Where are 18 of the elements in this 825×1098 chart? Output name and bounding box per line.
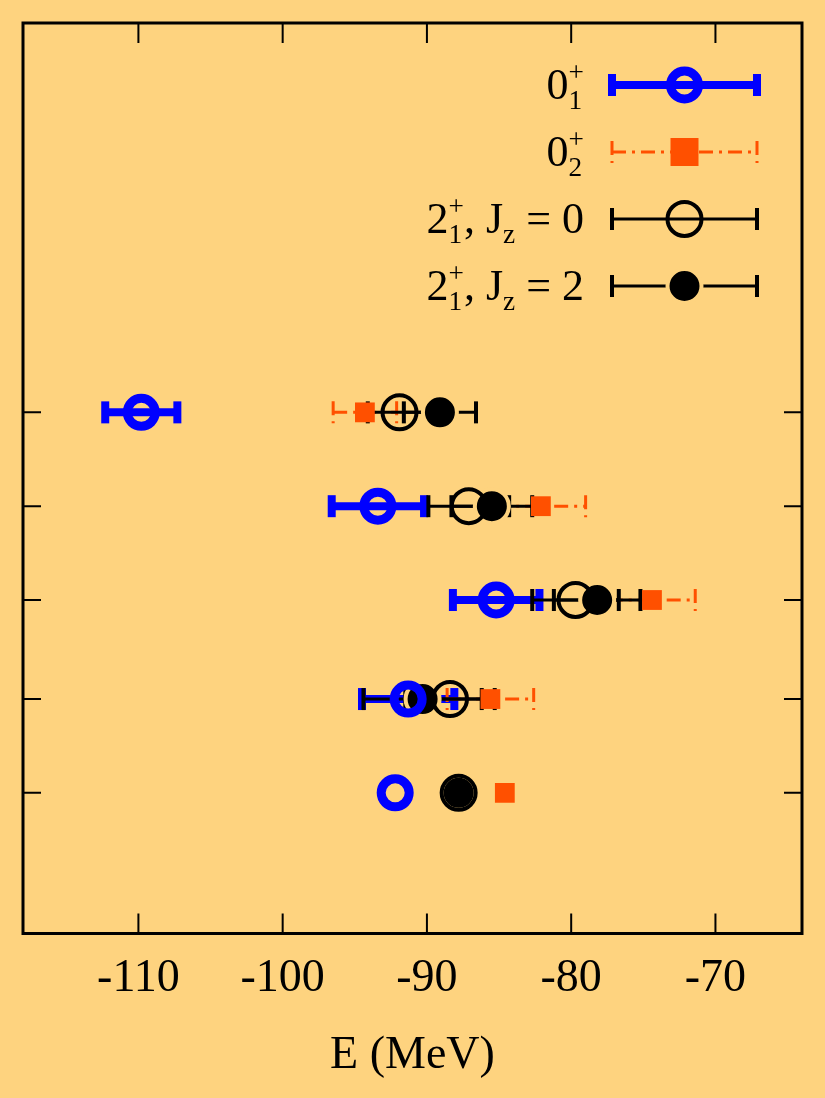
x-axis-title: E (MeV) [330,1027,495,1079]
point [477,581,515,619]
x-tick-label: -70 [684,950,747,1002]
x-tick-label: -100 [240,950,325,1002]
point [530,496,551,517]
point [431,680,470,719]
point [389,680,427,718]
x-tick-label: -90 [396,950,458,1002]
point [359,487,397,525]
point [380,393,419,432]
x-tick-label: -110 [97,950,180,1002]
point [376,774,414,812]
point [122,393,160,431]
point [642,590,662,610]
point [355,402,375,423]
x-tick-label: -80 [540,950,602,1002]
point [480,689,501,709]
point [494,782,515,803]
